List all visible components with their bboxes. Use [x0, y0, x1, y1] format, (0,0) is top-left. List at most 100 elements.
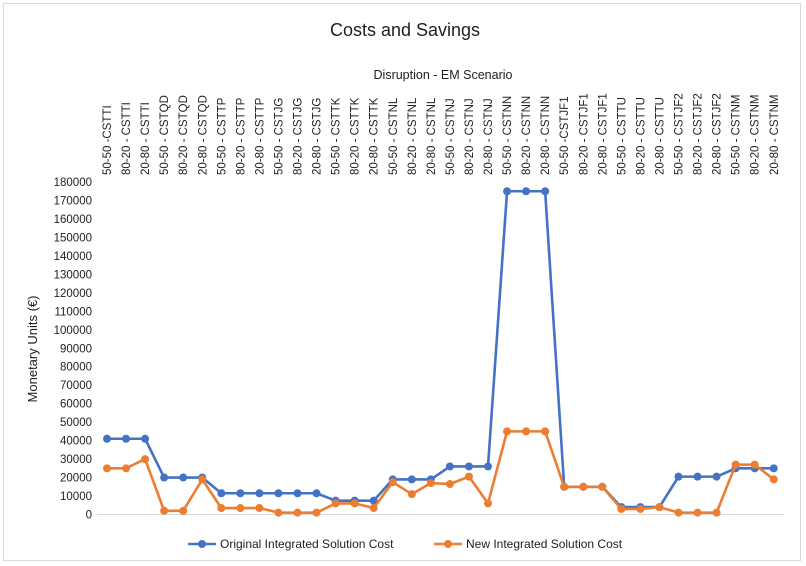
- x-category-label: 20-80 - CSTNL: [426, 97, 438, 175]
- x-category-label: 50-50 - CSTQD: [159, 95, 171, 175]
- y-axis-label: Monetary Units (€): [25, 296, 40, 403]
- data-point: [141, 455, 150, 464]
- y-tick-label: 70000: [60, 380, 92, 392]
- data-point: [484, 462, 492, 471]
- data-point: [255, 504, 264, 513]
- y-tick-label: 110000: [54, 306, 92, 318]
- y-tick-label: 10000: [60, 491, 92, 503]
- y-tick-label: 180000: [54, 177, 92, 189]
- data-point: [141, 434, 150, 443]
- data-point: [750, 460, 759, 469]
- data-point: [274, 489, 283, 498]
- y-tick-label: 60000: [60, 399, 92, 411]
- data-point: [312, 489, 321, 498]
- data-point: [236, 489, 245, 498]
- x-category-label: 80-20 - CSTNL: [407, 97, 419, 175]
- data-point: [674, 472, 683, 481]
- x-category-label: 50-50 - CSTNJ: [445, 98, 457, 175]
- x-category-label: 80-20 - CSTTI: [121, 102, 133, 175]
- data-point: [560, 482, 569, 491]
- data-point: [179, 473, 188, 482]
- x-category-label: 80-20 - CSTNN: [521, 96, 533, 175]
- x-category-label: 80-20 - CSTTK: [350, 97, 362, 175]
- data-point: [103, 434, 111, 443]
- x-category-label: 20-80 - CSTJF1: [597, 93, 609, 175]
- data-point: [122, 434, 131, 443]
- data-point: [236, 504, 245, 513]
- legend-item: Original Integrated Solution Cost: [188, 537, 394, 551]
- data-point: [522, 187, 531, 196]
- x-category-label: 20-80 - CSTJG: [312, 98, 324, 175]
- x-category-label: 80-20 - CSTJF1: [578, 93, 590, 175]
- y-tick-label: 120000: [54, 288, 92, 300]
- data-point: [712, 508, 721, 517]
- legend-item: New Integrated Solution Cost: [434, 537, 623, 551]
- data-point: [388, 478, 397, 487]
- x-category-label: 80-20 - CSTJF2: [693, 93, 705, 175]
- data-point: [103, 464, 111, 473]
- x-category-label: 80-20 - CSTNJ: [464, 98, 476, 175]
- x-category-label: 80-20 - CSTNM: [750, 94, 762, 175]
- data-point: [369, 496, 378, 505]
- data-point: [655, 503, 664, 512]
- y-tick-label: 40000: [60, 436, 92, 448]
- y-tick-label: 90000: [60, 343, 92, 355]
- legend: Original Integrated Solution Cost New Int…: [188, 537, 623, 551]
- x-category-label: 50-50 -CSTJF1: [559, 96, 571, 175]
- data-point: [522, 427, 531, 436]
- data-point: [674, 508, 683, 517]
- x-category-label: 50-50 - CSTNN: [502, 96, 514, 175]
- data-point: [769, 475, 778, 484]
- data-point: [407, 490, 416, 499]
- data-point: [484, 499, 492, 508]
- data-point: [217, 504, 226, 513]
- x-category-label: 20-80 - CSTNN: [540, 96, 552, 175]
- data-point: [464, 472, 473, 481]
- x-category-label: 50-50 -CSTTI: [102, 105, 114, 175]
- y-tick-label: 80000: [60, 362, 92, 374]
- data-point: [350, 499, 359, 508]
- x-category-label: 20-80 - CSTNM: [769, 94, 781, 175]
- data-point: [503, 187, 512, 196]
- y-tick-label: 170000: [54, 195, 92, 207]
- data-point: [312, 508, 321, 517]
- data-point: [541, 187, 550, 196]
- data-point: [541, 427, 550, 436]
- x-category-label: 20-80 - CSTQD: [197, 95, 209, 175]
- legend-label: Original Integrated Solution Cost: [220, 537, 394, 551]
- x-category-label: 50-50 - CSTJF2: [674, 93, 686, 175]
- data-point: [464, 462, 473, 471]
- x-category-label: 20-80 - CSTJF2: [712, 93, 724, 175]
- data-point: [255, 489, 264, 498]
- data-point: [160, 506, 169, 515]
- x-category-label: 80-20 - CSTTU: [635, 97, 647, 175]
- x-category-label: 80-20 - CSTQD: [178, 95, 190, 175]
- chart-subtitle: Disruption - EM Scenario: [374, 68, 513, 82]
- data-point: [617, 504, 626, 513]
- data-point: [579, 482, 588, 491]
- y-tick-label: 50000: [60, 417, 92, 429]
- y-tick-label: 140000: [54, 251, 92, 263]
- y-tick-label: 30000: [60, 454, 92, 466]
- legend-marker: [444, 540, 452, 548]
- chart-title: Costs and Savings: [330, 20, 480, 40]
- x-category-label: 50-50 - CSTTK: [331, 97, 343, 175]
- data-point: [769, 464, 778, 473]
- x-category-label: 20-80 - CSTTK: [369, 97, 381, 175]
- x-category-label: 20-80 - CSTTI: [140, 102, 152, 175]
- x-category-label: 50-50 - CSTNL: [388, 97, 400, 175]
- data-point: [503, 427, 512, 436]
- data-point: [693, 472, 702, 481]
- x-category-label: 20-80 - CSTTP: [254, 97, 266, 175]
- data-point: [426, 479, 435, 488]
- data-point: [693, 508, 702, 517]
- y-tick-label: 0: [86, 510, 92, 522]
- line-chart: Costs and Savings Disruption - EM Scenar…: [25, 20, 784, 551]
- y-tick-label: 160000: [54, 214, 92, 226]
- data-point: [712, 472, 721, 481]
- data-point: [369, 504, 378, 513]
- y-tick-label: 100000: [54, 325, 92, 337]
- y-tick-label: 150000: [54, 232, 92, 244]
- data-point: [274, 508, 283, 517]
- y-tick-label: 20000: [60, 473, 92, 485]
